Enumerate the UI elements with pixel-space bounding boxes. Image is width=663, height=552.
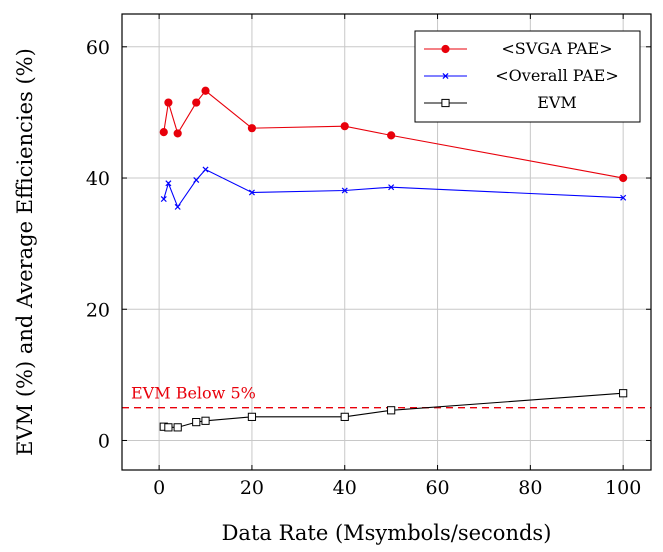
data-point bbox=[340, 412, 349, 421]
data-point bbox=[192, 418, 201, 427]
threshold: EVM Below 5% bbox=[122, 384, 651, 409]
plot-frame bbox=[121, 13, 652, 471]
series-0 bbox=[159, 86, 628, 183]
x-tick-label: 20 bbox=[240, 477, 264, 499]
data-point bbox=[619, 389, 628, 398]
legend-marker bbox=[442, 72, 449, 80]
data-point bbox=[174, 203, 181, 210]
y-tick-label: 20 bbox=[86, 299, 110, 321]
data-point bbox=[388, 184, 395, 191]
data-point bbox=[202, 166, 209, 173]
series-line bbox=[163, 168, 624, 209]
x-tick-label: 100 bbox=[605, 477, 641, 499]
ticks: 0 20 40 60 80 100 0 20 40 60 bbox=[86, 14, 651, 499]
x-tick-label: 40 bbox=[333, 477, 357, 499]
legend-label: <Overall PAE> bbox=[495, 66, 618, 85]
x-tick-label: 80 bbox=[518, 477, 542, 499]
threshold-label: EVM Below 5% bbox=[131, 384, 256, 403]
x-tick-label: 0 bbox=[153, 477, 165, 499]
data-point bbox=[164, 98, 173, 107]
series-1 bbox=[160, 166, 627, 210]
series-2 bbox=[159, 389, 628, 432]
legend-label: EVM bbox=[537, 93, 577, 112]
data-point bbox=[620, 194, 627, 201]
data-point bbox=[193, 176, 200, 184]
data-point bbox=[201, 416, 210, 425]
x-axis-title: Data Rate (Msymbols/seconds) bbox=[222, 521, 552, 545]
data-point bbox=[164, 423, 173, 432]
x-tick-label: 60 bbox=[425, 477, 449, 499]
legend-marker bbox=[441, 98, 450, 108]
data-point bbox=[247, 124, 257, 133]
data-point bbox=[387, 406, 396, 415]
legend-label: <SVGA PAE> bbox=[501, 39, 612, 58]
y-tick-label: 40 bbox=[86, 168, 110, 190]
data-point bbox=[159, 128, 168, 137]
data-point bbox=[192, 98, 201, 107]
y-tick-label: 60 bbox=[86, 37, 110, 59]
legend: <SVGA PAE> <Overall PAE> EVM bbox=[414, 30, 641, 123]
data-point bbox=[247, 412, 257, 421]
legend-item: EVM bbox=[424, 93, 577, 112]
data-point bbox=[387, 131, 396, 140]
y-tick-label: 0 bbox=[98, 430, 110, 452]
data-point bbox=[341, 187, 348, 194]
data-point bbox=[248, 189, 255, 196]
series-layer bbox=[159, 86, 628, 432]
data-point bbox=[340, 122, 349, 131]
legend-item: <SVGA PAE> bbox=[424, 39, 613, 58]
data-point bbox=[160, 195, 167, 203]
legend-marker bbox=[441, 44, 450, 54]
data-point bbox=[173, 129, 182, 138]
data-point bbox=[619, 173, 628, 183]
data-point bbox=[165, 180, 172, 187]
data-point bbox=[201, 86, 210, 95]
y-axis-title: EVM (%) and Average Efficiencies (%) bbox=[13, 48, 37, 456]
legend-item: <Overall PAE> bbox=[424, 66, 619, 85]
data-point bbox=[173, 423, 182, 432]
